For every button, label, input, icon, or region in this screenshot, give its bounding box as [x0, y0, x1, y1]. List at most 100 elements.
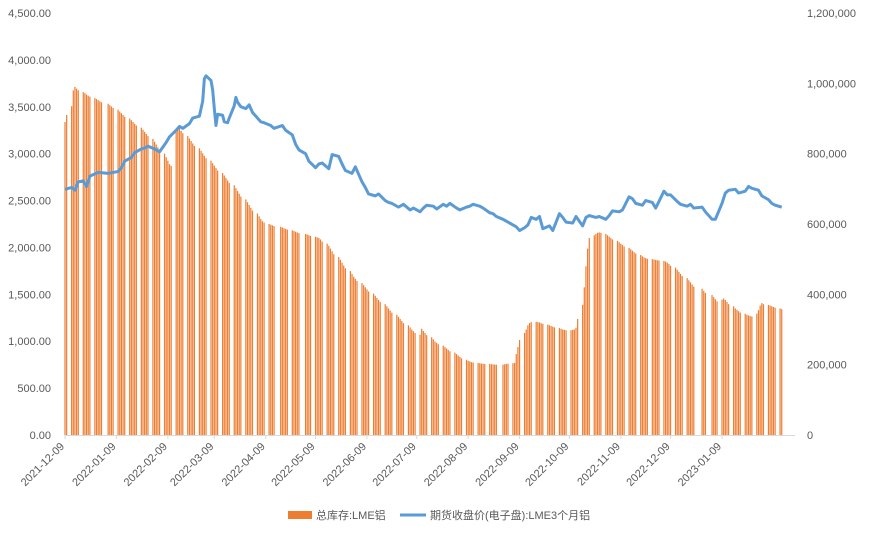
bar-49: [180, 130, 182, 435]
bar-185: [504, 364, 506, 435]
bar-299: [774, 307, 776, 435]
bar-270: [704, 292, 707, 435]
bar-25: [124, 116, 126, 436]
bar-183: [495, 364, 497, 435]
bar-290: [756, 313, 758, 435]
bar-236: [621, 245, 624, 435]
bar-10: [87, 95, 89, 435]
bar-226: [598, 232, 600, 435]
bar-164: [454, 352, 456, 435]
bar-215: [573, 329, 575, 435]
y-right-tick-label: 200,000: [807, 360, 847, 372]
bar-186: [505, 363, 507, 435]
bar-192: [518, 340, 521, 435]
bar-116: [341, 262, 343, 435]
bar-68: [225, 177, 227, 435]
bar-278: [726, 302, 728, 435]
bar-162: [447, 349, 449, 435]
bar-296: [769, 305, 771, 435]
bar-60: [205, 158, 207, 436]
bar-139: [396, 314, 398, 435]
bar-199: [537, 322, 539, 435]
bar-143: [402, 323, 405, 435]
bar-266: [691, 284, 693, 435]
bar-190: [515, 354, 517, 435]
bar-200: [538, 322, 541, 435]
bar-295: [767, 304, 770, 435]
bar-167: [459, 356, 461, 435]
bar-71: [233, 185, 235, 435]
bar-182: [494, 364, 496, 435]
bar-91: [281, 227, 283, 435]
bar-285: [744, 313, 746, 435]
bar-217: [577, 318, 579, 435]
y-left-tick-label: 1,500.00: [8, 289, 51, 301]
bar-16: [100, 102, 103, 435]
bar-36: [152, 138, 154, 435]
bar-212: [565, 330, 567, 435]
bar-72: [235, 188, 237, 435]
bar-254: [664, 261, 667, 435]
bar-204: [548, 325, 551, 435]
bar-66: [222, 173, 224, 435]
bar-148: [414, 333, 416, 435]
bar-196: [528, 323, 531, 435]
bar-180: [490, 364, 492, 435]
bar-63: [213, 165, 215, 435]
bar-178: [484, 363, 486, 435]
bar-173: [472, 362, 474, 435]
bar-11: [89, 96, 91, 435]
bar-273: [714, 299, 716, 435]
bar-90: [280, 226, 282, 435]
bar-228: [605, 233, 607, 435]
bar-283: [737, 311, 740, 435]
bar-121: [353, 276, 355, 435]
bar-35: [147, 136, 149, 435]
bar-230: [608, 236, 610, 435]
bar-287: [747, 315, 750, 435]
bar-123: [356, 280, 358, 435]
bar-176: [480, 363, 483, 435]
bar-13: [95, 99, 98, 435]
bar-47: [177, 128, 179, 435]
bar-247: [646, 258, 648, 435]
bar-264: [688, 280, 690, 435]
bar-250: [655, 259, 657, 435]
y-right-tick-label: 0: [807, 430, 813, 442]
y-left-tick-label: 500.00: [17, 383, 51, 395]
bar-229: [606, 235, 609, 435]
bar-255: [666, 262, 668, 435]
bar-115: [339, 259, 342, 435]
bar-293: [761, 303, 763, 436]
bar-129: [372, 293, 375, 435]
bar-32: [142, 129, 144, 435]
bar-126: [364, 287, 366, 435]
bar-85: [263, 222, 265, 435]
bar-26: [129, 118, 131, 435]
bar-100: [304, 233, 307, 435]
bar-301: [781, 309, 783, 435]
bar-94: [286, 229, 288, 435]
bar-75: [240, 196, 242, 435]
bar-4: [74, 86, 76, 435]
bar-57: [200, 150, 202, 435]
bar-198: [535, 321, 537, 435]
bar-17: [107, 103, 109, 435]
bar-119: [349, 271, 351, 435]
bar-series-group: [64, 86, 783, 436]
bar-56: [198, 148, 200, 435]
bar-276: [723, 298, 725, 435]
bar-99: [298, 233, 300, 435]
bar-168: [460, 358, 463, 435]
bar-242: [635, 253, 637, 435]
bar-109: [326, 243, 328, 435]
bar-191: [517, 347, 519, 435]
bar-44: [168, 164, 171, 435]
bar-280: [733, 306, 735, 435]
bar-113: [333, 254, 335, 435]
legend-swatch-bar: [288, 511, 312, 519]
y-left-tick-label: 1,000.00: [8, 336, 51, 348]
bar-125: [363, 285, 365, 435]
bar-112: [331, 251, 333, 435]
